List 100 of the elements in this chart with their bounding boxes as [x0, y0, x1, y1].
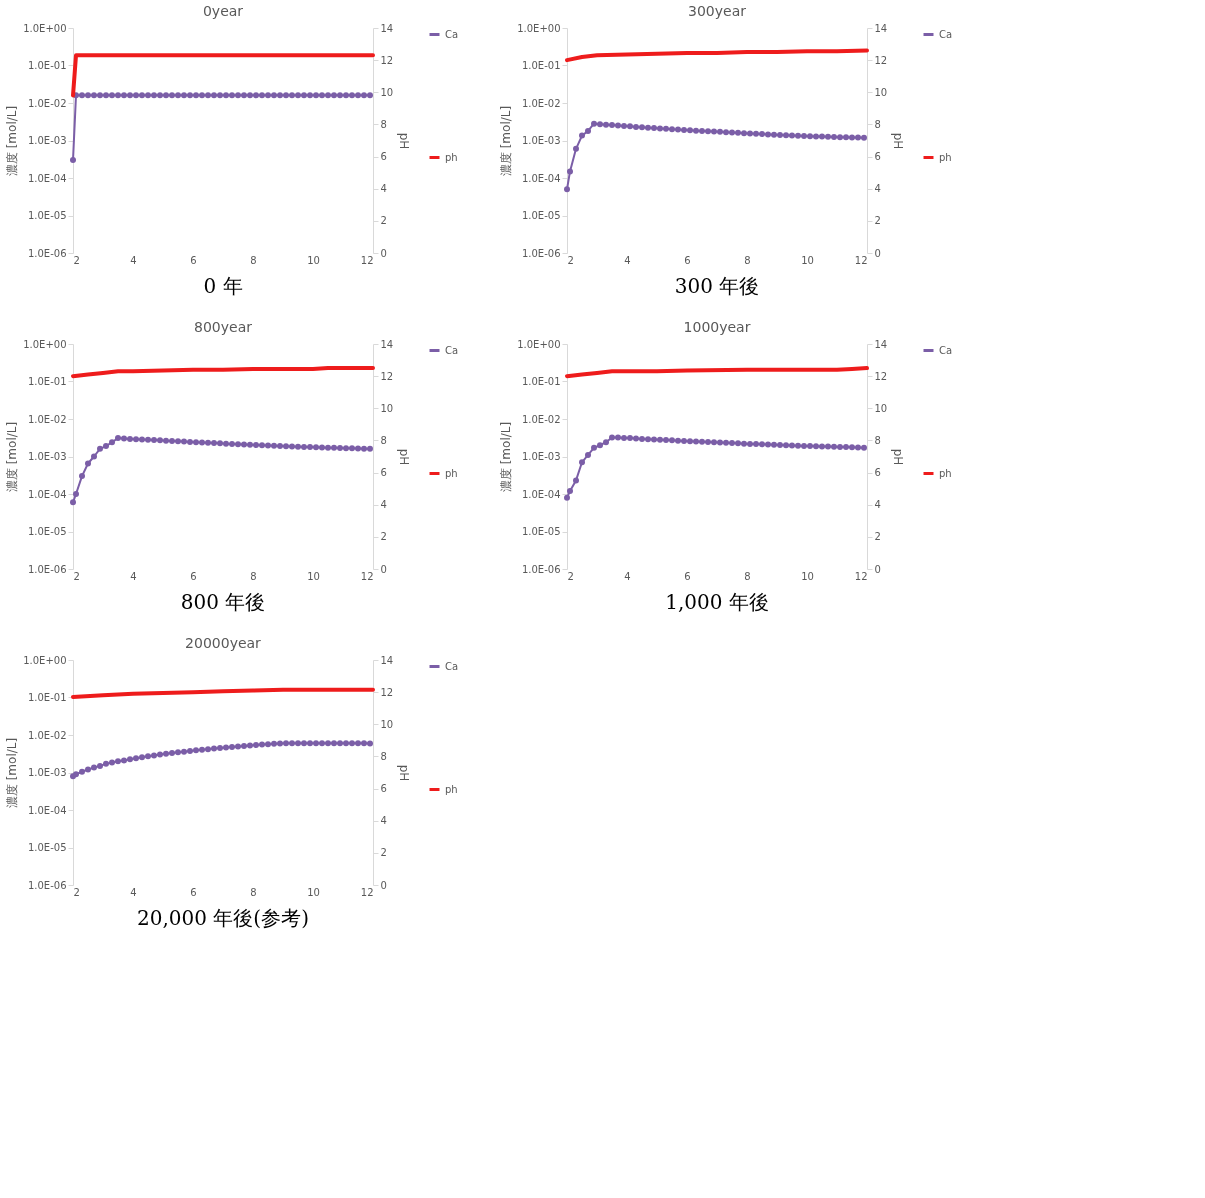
y-axis-title: 濃度 [mol/L] — [5, 105, 20, 177]
point — [229, 440, 235, 447]
point — [313, 444, 319, 451]
point — [825, 443, 831, 450]
y-tick-label: 1.0E-04 — [521, 172, 561, 184]
point — [747, 130, 753, 137]
point — [157, 751, 163, 758]
point — [675, 126, 681, 133]
legend-label: Ca — [445, 660, 459, 672]
chart-title: 800year — [194, 319, 253, 335]
point — [789, 442, 795, 449]
y2-tick-label: 12 — [380, 686, 394, 698]
point — [711, 439, 717, 446]
point — [253, 441, 259, 448]
point — [729, 440, 735, 447]
point — [331, 444, 337, 451]
y-tick-label: 1.0E-06 — [521, 247, 561, 259]
x-tick-label: 10 — [307, 886, 320, 898]
point — [855, 134, 861, 141]
point — [783, 442, 789, 449]
point — [663, 437, 669, 444]
point — [639, 435, 645, 442]
y-tick-label: 1.0E+00 — [23, 338, 67, 350]
y2-tick-label: 8 — [874, 118, 881, 130]
point — [169, 750, 175, 757]
point — [271, 740, 277, 747]
x-tick-label: 2 — [567, 570, 574, 582]
point — [91, 764, 97, 771]
point — [603, 439, 609, 446]
point — [259, 741, 265, 748]
point — [85, 766, 91, 773]
point — [831, 443, 837, 450]
point — [723, 439, 729, 446]
y-tick-label: 1.0E-02 — [27, 413, 67, 425]
point — [139, 436, 145, 443]
y-tick-label: 1.0E-01 — [521, 376, 561, 387]
point — [163, 750, 169, 757]
point — [687, 438, 693, 445]
point — [289, 443, 295, 450]
point — [343, 445, 349, 452]
y2-tick-label: 14 — [380, 654, 394, 666]
point — [175, 438, 181, 445]
point — [669, 126, 675, 133]
point — [837, 134, 843, 141]
point — [663, 125, 669, 132]
y2-tick-label: 2 — [380, 847, 387, 859]
point — [79, 768, 85, 775]
point — [307, 444, 313, 451]
point — [711, 128, 717, 135]
x-tick-label: 10 — [801, 254, 814, 266]
point — [337, 445, 343, 452]
y-tick-label: 1.0E-01 — [27, 60, 67, 71]
chart-title: 1000year — [683, 319, 751, 335]
point — [151, 752, 157, 759]
point — [229, 743, 235, 750]
y2-tick-label: 12 — [874, 370, 888, 382]
point — [609, 121, 615, 128]
y-tick-label: 1.0E-03 — [521, 451, 561, 462]
x-tick-label: 12 — [360, 254, 374, 266]
point — [627, 123, 633, 130]
point — [843, 134, 849, 141]
point — [169, 437, 175, 444]
line-series — [565, 48, 869, 63]
y-tick-label: 1.0E-05 — [27, 526, 67, 537]
point — [181, 748, 187, 755]
point — [325, 444, 331, 451]
x-tick-label: 8 — [250, 570, 257, 582]
legend-label: ph — [939, 151, 952, 163]
y-axis-title: 濃度 [mol/L] — [5, 737, 20, 809]
point — [241, 441, 247, 448]
point — [837, 443, 843, 450]
y-tick-label: 1.0E-03 — [27, 135, 67, 146]
point — [564, 494, 570, 501]
point — [861, 134, 867, 141]
y2-tick-label: 14 — [874, 22, 888, 34]
point — [621, 122, 627, 129]
point — [759, 441, 765, 448]
point — [735, 440, 741, 447]
y-tick-label: 1.0E+00 — [517, 338, 561, 350]
y2-tick-label: 10 — [380, 402, 394, 414]
y2-tick-label: 12 — [380, 54, 394, 66]
point — [355, 740, 361, 747]
point — [849, 134, 855, 141]
y2-tick-label: 4 — [874, 499, 881, 511]
y2-tick-label: 10 — [380, 86, 394, 98]
point — [777, 442, 783, 449]
y2-tick-label: 12 — [874, 54, 888, 66]
point — [121, 435, 127, 442]
x-tick-label: 2 — [73, 570, 80, 582]
y-tick-label: 1.0E-03 — [27, 451, 67, 462]
point — [355, 445, 361, 452]
y-tick-label: 1.0E-06 — [521, 563, 561, 575]
text: 300 年後 — [674, 274, 760, 298]
y2-tick-label: 4 — [380, 815, 387, 827]
y2-tick-label: 12 — [380, 370, 394, 382]
point — [621, 435, 627, 442]
x-tick-label: 10 — [307, 570, 320, 582]
point — [579, 132, 585, 139]
point — [199, 746, 205, 753]
y2-tick-label: 14 — [874, 338, 888, 350]
